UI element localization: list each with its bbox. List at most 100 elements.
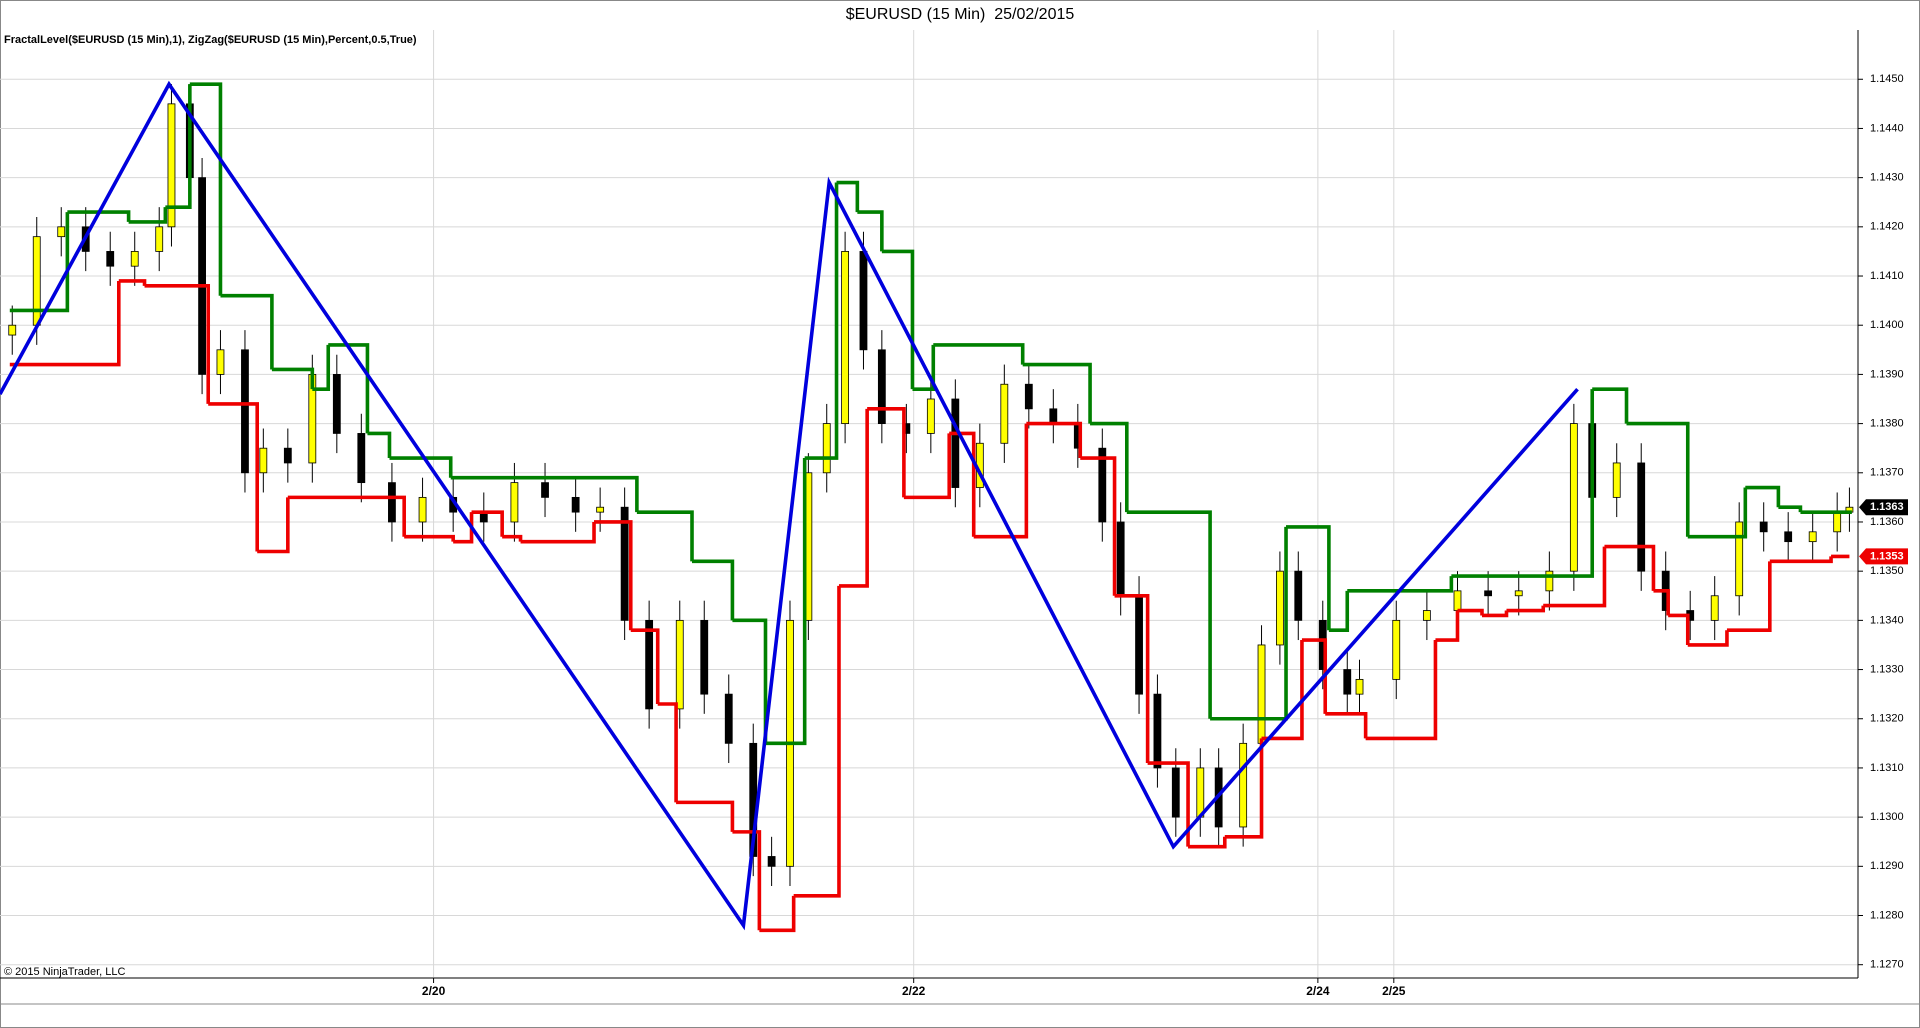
- fractal-step: [1451, 389, 1595, 578]
- candle-body: [1196, 767, 1205, 818]
- fractal-step: [1653, 589, 1670, 616]
- fractal-step: [520, 521, 596, 544]
- fractal-step: [804, 182, 839, 460]
- fractal-step: [1261, 640, 1304, 741]
- x-tick-label: 2/25: [1382, 984, 1406, 998]
- fractal-step: [471, 510, 504, 537]
- candle-body: [1484, 590, 1493, 597]
- fractal-step: [1301, 638, 1328, 714]
- plot: [0, 80, 1854, 933]
- candle-body: [1710, 595, 1719, 621]
- x-tick-label: 2/20: [422, 984, 446, 998]
- fractal-step: [1592, 387, 1629, 424]
- fractal-step: [287, 495, 406, 537]
- candle-body: [418, 496, 427, 523]
- fractal-step: [1769, 556, 1833, 564]
- candle-body: [1545, 570, 1554, 592]
- candle-body: [1024, 383, 1033, 410]
- fractal-step: [630, 628, 660, 704]
- candle-body: [130, 251, 139, 267]
- copyright: © 2015 NinjaTrader, LLC: [4, 966, 125, 978]
- y-tick-label: 1.1450: [1870, 73, 1904, 85]
- fractal-step: [1668, 613, 1690, 645]
- candle-body: [1612, 462, 1621, 498]
- candle-body: [596, 506, 605, 513]
- fractal-step: [450, 475, 639, 513]
- fractal-step: [1604, 544, 1656, 591]
- candle-body: [841, 251, 850, 424]
- candle-body: [1833, 511, 1842, 533]
- fractal-step: [1745, 485, 1781, 508]
- fractal-step: [692, 559, 735, 621]
- candle-body: [1735, 521, 1744, 597]
- candle-body: [1135, 595, 1143, 695]
- price-label-box: [1859, 548, 1908, 565]
- candle-body: [1355, 678, 1364, 695]
- fractal-step: [1286, 525, 1331, 631]
- fractal-step: [1325, 712, 1368, 739]
- fractal-step: [165, 84, 192, 209]
- candle-body: [645, 619, 654, 710]
- fractal-step: [128, 207, 168, 224]
- fractal-step: [657, 702, 678, 803]
- y-tick-label: 1.1270: [1870, 959, 1904, 971]
- candle-body: [1049, 408, 1058, 424]
- fractal-step: [144, 284, 211, 404]
- fractal-step: [208, 402, 260, 552]
- zigzag-line: [0, 80, 1579, 931]
- fractal-step: [1457, 608, 1484, 616]
- fractal-step: [836, 180, 860, 213]
- fractal-step: [732, 830, 762, 931]
- candle-body: [510, 482, 519, 523]
- candle-body: [1171, 767, 1180, 818]
- y-tick-label: 1.1350: [1870, 565, 1904, 577]
- chart-title: $EURUSD (15 Min) 25/02/2015: [846, 6, 1075, 23]
- y-tick-label: 1.1290: [1870, 860, 1904, 872]
- candle-body: [155, 226, 164, 252]
- y-tick-label: 1.1430: [1870, 172, 1904, 184]
- fractal-step: [1543, 546, 1607, 608]
- fractal-step: [1022, 362, 1092, 424]
- candle-body: [1808, 531, 1817, 543]
- fractal-step: [189, 82, 223, 296]
- fractal-step: [1506, 605, 1546, 613]
- candle-body: [675, 619, 684, 710]
- y-tick-label: 1.1440: [1870, 122, 1904, 134]
- fractal-step: [9, 212, 70, 313]
- candle-body: [1294, 570, 1303, 621]
- candle-body: [241, 349, 249, 474]
- fractal-step: [453, 512, 474, 544]
- fractal-step: [1147, 761, 1190, 847]
- candle-body: [1239, 742, 1248, 828]
- grid: [0, 30, 1858, 977]
- fractal-step: [1224, 738, 1264, 839]
- candle-body: [1257, 644, 1266, 744]
- fractal-step: [838, 408, 869, 588]
- fractal-step: [1188, 836, 1227, 849]
- axes: 1.1270 1.1280 1.1290 1.1300 1.1310 1.1320 1.13…: [0, 30, 1920, 1005]
- candle-body: [1276, 570, 1284, 646]
- fractal-step: [857, 210, 884, 252]
- price-label-box: [1859, 499, 1908, 516]
- candle-body: [1116, 521, 1125, 597]
- y-tick-label: 1.1410: [1870, 270, 1904, 282]
- fractal-step: [67, 210, 131, 222]
- candle-body: [571, 496, 580, 513]
- candle-body: [1000, 383, 1009, 444]
- candle-body: [1569, 423, 1578, 572]
- fractal-step: [933, 343, 1025, 365]
- candle-body: [822, 423, 831, 474]
- fractal-step: [257, 497, 290, 554]
- fractal-step: [793, 585, 841, 898]
- candle-body: [1759, 521, 1768, 533]
- fractal-step: [867, 407, 906, 498]
- candle-body: [357, 433, 366, 484]
- fractal-step: [759, 895, 796, 933]
- candle-body: [259, 447, 268, 474]
- candle-body: [283, 447, 292, 464]
- fractal-step: [1435, 610, 1460, 642]
- fractal-step: [636, 510, 694, 562]
- fractal-step: [9, 280, 121, 367]
- candle-body: [1514, 590, 1523, 597]
- fractal-step: [1026, 421, 1083, 459]
